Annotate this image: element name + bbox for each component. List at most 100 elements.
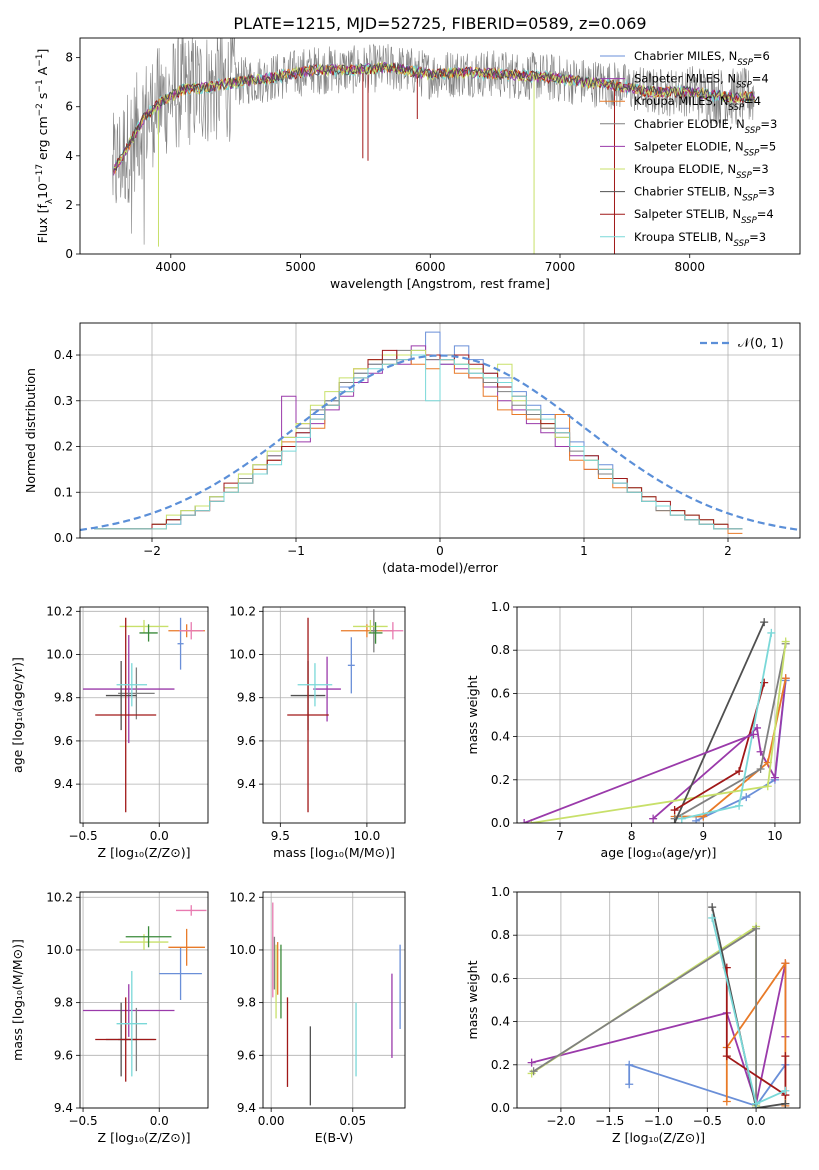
weight-point-marker [781, 1052, 790, 1061]
x-tick-label: 0.05 [339, 1114, 366, 1128]
weight-series-line [725, 967, 787, 1097]
weight-point-marker [752, 1099, 761, 1108]
x-tick-label: 2 [724, 544, 732, 558]
y-tick-label: 0.0 [54, 531, 73, 545]
errorbar-point [313, 656, 341, 722]
weight-point-marker [781, 1099, 790, 1108]
y-tick-label: 0.4 [491, 1015, 510, 1029]
x-tick-label: −2.0 [546, 1114, 575, 1128]
model-spectrum-line [113, 61, 755, 172]
weight-point-marker [625, 1080, 634, 1089]
legend-entry: Salpeter MILES, NSSP=4 [634, 72, 769, 91]
axes-frame [516, 891, 801, 1109]
x-tick-label: −1 [287, 544, 305, 558]
weight-point-marker [781, 959, 790, 968]
y-axis-label: Normed distribution [23, 368, 38, 493]
x-tick-label: 9 [699, 829, 707, 843]
y-tick-label: 0.8 [491, 643, 510, 657]
y-axis-label-part: Flux [f [35, 204, 50, 244]
weight-point-marker [677, 814, 686, 823]
weight-series-line [673, 621, 766, 823]
y-tick-label: 1.0 [491, 600, 510, 614]
panel-weight-vs-age: 7 8 9 10 0.0 0.2 0.4 0.6 0.8 1.0 age [log₁₀(age/yr… [465, 600, 801, 860]
panel-mass-vs-z: −0.5 0.0 9.4 9.6 9.8 10.0 10.2 Z [log₁₀(Z/Z⊙)] m… [10, 890, 209, 1145]
weight-series [670, 618, 769, 823]
errorbar-point [95, 617, 157, 813]
y-tick-label: 0.1 [54, 485, 73, 499]
x-tick-label: −1.5 [595, 1114, 624, 1128]
legend-entry-label: Kroupa ELODIE, N [634, 162, 736, 176]
weight-point-marker [781, 637, 790, 646]
y-tick-label: 9.6 [54, 734, 73, 748]
legend-entry: 𝒩(0, 1) [738, 335, 784, 350]
y-axis-label-part: ] [35, 49, 50, 54]
x-tick-label: −0.5 [68, 829, 97, 843]
legend-entry: Kroupa MILES, NSSP=4 [634, 94, 761, 113]
y-tick-label: 8 [65, 51, 73, 65]
x-tick-label: 7 [556, 829, 564, 843]
y-axis-label-part: 10 [35, 183, 50, 199]
legend-entry: Chabrier MILES, NSSP=6 [634, 49, 770, 68]
y-tick-label: 10.0 [46, 943, 73, 957]
legend-entry-sub: SSP [736, 171, 752, 181]
x-tick-label: −0.5 [693, 1114, 722, 1128]
plot-area [83, 617, 205, 813]
x-tick-label: −2 [143, 544, 161, 558]
y-axis-label: age [log₁₀(age/yr)] [10, 657, 25, 773]
x-tick-label: 8 [628, 829, 636, 843]
legend-entry-label: Salpeter STELIB, N [634, 207, 741, 221]
weight-point-marker [749, 730, 758, 739]
x-tick-label: −1.0 [644, 1114, 673, 1128]
legend-entry-suffix: =3 [760, 117, 777, 131]
panel-residuals: −2 −1 0 1 2 0.0 0.1 0.2 0.3 0.4 (data-model)/error… [23, 322, 801, 575]
weight-point-marker [767, 628, 776, 637]
legend-entry: Kroupa ELODIE, NSSP=3 [634, 162, 769, 181]
panel-weight-vs-z: −2.0 −1.5 −1.0 −0.5 0.0 0.0 0.2 0.4 0.6 0.8 1.0 Z [… [465, 885, 801, 1145]
errorbar-point [116, 971, 148, 1077]
y-tick-label: 1.0 [491, 885, 510, 899]
legend-entry: Kroupa STELIB, NSSP=3 [634, 230, 766, 249]
weight-point-marker [781, 1086, 790, 1095]
x-tick-label: 6000 [415, 260, 446, 274]
chart-title: PLATE=1215, MJD=52725, FIBERID=0589, z=0… [233, 14, 646, 33]
y-tick-label: 10.2 [229, 890, 256, 904]
axes-frame [79, 37, 801, 255]
legend-entry: Salpeter STELIB, NSSP=4 [634, 207, 774, 226]
y-tick-label: 9.4 [54, 777, 73, 791]
histogram-series-line [94, 354, 743, 534]
legend-entry-suffix: =3 [752, 162, 769, 176]
x-tick-label: 8000 [674, 260, 705, 274]
panel-age-vs-z: −0.5 0.0 9.4 9.6 9.8 10.0 10.2 Z [log₁₀(Z/Z⊙)] a… [10, 604, 209, 860]
weight-point-marker [529, 1067, 538, 1076]
weight-series [722, 963, 790, 1100]
y-axis-label-part: −2 [35, 103, 45, 116]
axes-frame [79, 606, 209, 824]
weight-point-marker [756, 765, 765, 773]
x-tick-label: 1 [580, 544, 588, 558]
y-tick-label: 9.6 [237, 734, 256, 748]
y-axis-label: mass weight [465, 960, 480, 1039]
model-spectrum-line [113, 61, 755, 169]
legend-entry-suffix: =4 [752, 72, 769, 86]
y-tick-label: 9.4 [237, 1101, 256, 1115]
histogram-series-line [94, 349, 743, 530]
y-tick-label: 0.6 [491, 971, 510, 985]
legend-entry-label: Kroupa MILES, N [634, 94, 729, 108]
legend-entry: Salpeter ELODIE, NSSP=5 [634, 139, 776, 158]
errorbar-point [177, 617, 184, 670]
y-tick-label: 2 [65, 198, 73, 212]
y-tick-label: 4 [65, 149, 73, 163]
plot-area [80, 331, 800, 534]
y-axis-label-part: erg cm [35, 116, 50, 164]
y-tick-label: 9.8 [54, 691, 73, 705]
errorbar-point [370, 609, 378, 653]
weight-series [527, 922, 761, 1108]
plot-area [520, 618, 790, 823]
legend-entry: Chabrier STELIB, NSSP=3 [634, 185, 775, 204]
y-tick-label: 10.0 [229, 648, 256, 662]
legend-entry-sub: SSP [744, 148, 760, 158]
histogram-series-line [94, 354, 743, 530]
y-tick-label: 0.0 [491, 816, 510, 830]
y-tick-label: 0.4 [54, 348, 73, 362]
legend-entry-sub: SSP [737, 58, 753, 68]
